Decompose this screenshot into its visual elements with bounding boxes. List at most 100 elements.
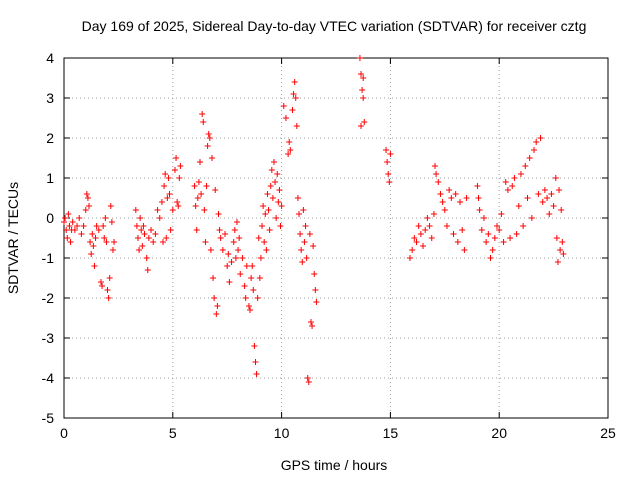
data-point <box>259 223 266 229</box>
data-point <box>262 211 269 217</box>
data-point <box>548 191 555 197</box>
data-points <box>61 55 567 385</box>
data-point <box>452 191 459 197</box>
data-point <box>541 187 548 193</box>
x-tick-label: 25 <box>600 425 616 441</box>
data-point <box>528 215 535 221</box>
data-point <box>435 179 442 185</box>
data-point <box>141 231 148 237</box>
data-point <box>524 195 531 201</box>
data-point <box>287 147 294 153</box>
data-point <box>197 159 203 165</box>
data-point <box>89 231 96 237</box>
data-point <box>489 247 496 253</box>
data-point <box>313 299 320 305</box>
data-point <box>550 203 557 209</box>
data-point <box>216 227 223 233</box>
data-point <box>461 247 468 253</box>
data-point <box>556 187 563 193</box>
data-point <box>276 187 283 193</box>
data-point <box>204 143 211 149</box>
data-point <box>422 227 429 233</box>
data-point <box>535 191 542 197</box>
data-point <box>237 271 244 277</box>
data-point <box>359 87 366 93</box>
data-point <box>256 275 263 281</box>
data-point <box>254 295 261 301</box>
data-point <box>280 103 287 109</box>
data-point <box>161 183 168 189</box>
data-point <box>69 219 76 225</box>
data-point <box>260 203 267 209</box>
grid-layer <box>64 58 608 418</box>
data-point <box>137 215 144 221</box>
data-point <box>513 231 520 237</box>
data-point <box>511 175 518 181</box>
data-point <box>233 219 240 225</box>
data-point <box>243 263 250 269</box>
data-point <box>150 239 157 245</box>
data-point <box>517 171 524 177</box>
data-point <box>132 207 139 213</box>
data-point <box>526 155 533 161</box>
chart-title: Day 169 of 2025, Sidereal Day-to-day VTE… <box>82 18 587 34</box>
data-point <box>544 195 551 201</box>
data-point <box>278 203 285 209</box>
data-point <box>270 159 277 165</box>
data-point <box>226 279 233 285</box>
data-point <box>553 235 560 241</box>
data-point <box>207 247 214 253</box>
data-point <box>507 235 514 241</box>
data-point <box>268 167 275 173</box>
data-point <box>136 247 143 253</box>
data-point <box>546 211 553 217</box>
data-point <box>358 71 365 77</box>
data-point <box>206 135 213 141</box>
data-point <box>487 255 494 261</box>
data-point <box>156 215 163 221</box>
data-point <box>167 227 174 233</box>
data-point <box>208 155 215 161</box>
data-point <box>386 179 393 185</box>
data-point <box>413 239 420 245</box>
y-tick-label: -3 <box>42 330 55 346</box>
data-point <box>432 163 439 169</box>
data-point <box>420 243 427 249</box>
data-point <box>478 227 485 233</box>
data-point <box>64 235 71 241</box>
data-point <box>496 227 503 233</box>
y-axis-label: SDTVAR / TECUs <box>5 182 21 294</box>
data-point <box>100 223 107 229</box>
data-point <box>504 187 511 193</box>
plot-frame <box>63 57 609 419</box>
data-point <box>263 247 270 253</box>
data-point <box>93 223 100 229</box>
data-point <box>148 227 155 233</box>
data-point <box>309 323 316 329</box>
data-point <box>61 219 67 225</box>
data-point <box>201 207 208 213</box>
data-point <box>491 235 498 241</box>
data-point <box>217 235 224 241</box>
data-point <box>305 379 312 385</box>
data-point <box>145 235 152 241</box>
data-point <box>424 215 431 221</box>
data-point <box>441 207 448 213</box>
data-point <box>289 107 296 113</box>
data-point <box>264 191 271 197</box>
data-point <box>134 235 141 241</box>
data-point <box>176 175 183 181</box>
data-point <box>228 259 235 265</box>
data-point <box>203 183 210 189</box>
data-point <box>277 223 284 229</box>
data-point <box>202 239 209 245</box>
data-point <box>274 171 281 177</box>
data-point <box>71 227 78 233</box>
data-point <box>411 235 418 241</box>
data-point <box>275 199 282 205</box>
data-point <box>269 195 276 201</box>
data-point <box>235 247 242 253</box>
data-point <box>306 231 313 237</box>
data-point <box>450 231 457 237</box>
data-point <box>257 255 264 261</box>
